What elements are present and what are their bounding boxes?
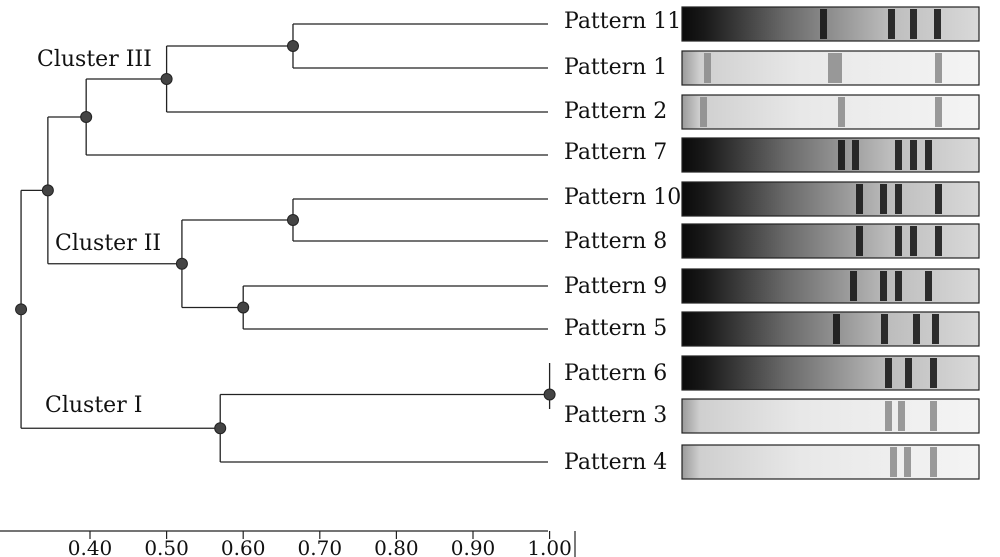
- similarity-axis: 0.40 0.50 0.60 0.70 0.80 0.90 1.00: [0, 530, 576, 557]
- gel-lanes: [681, 6, 980, 480]
- gel-lane: [681, 6, 980, 42]
- pattern-label-3: Pattern 3: [564, 403, 667, 428]
- cluster-label-iii: Cluster III: [37, 47, 152, 72]
- axis-tick-label: 1.00: [527, 536, 572, 557]
- axis-tick-label: 0.60: [221, 536, 266, 557]
- merge-node: [237, 301, 250, 314]
- merge-node: [160, 73, 173, 85]
- axis-tick-label: 0.50: [144, 536, 189, 557]
- axis-tick-label: 0.90: [451, 536, 496, 557]
- axis-tick-label: 0.80: [374, 536, 419, 557]
- merge-node: [543, 388, 556, 401]
- gel-lane: [681, 268, 980, 304]
- merge-node: [80, 111, 93, 123]
- merge-node: [286, 40, 299, 52]
- pattern-label-5: Pattern 5: [564, 316, 667, 341]
- axis-tick-label: 0.70: [298, 536, 343, 557]
- merge-node: [214, 422, 227, 435]
- merge-node: [15, 303, 28, 316]
- gel-lane: [681, 223, 980, 259]
- pattern-label-10: Pattern 10: [564, 185, 681, 210]
- pattern-label-1: Pattern 1: [564, 55, 667, 80]
- dendrogram-tree: [15, 23, 556, 463]
- pattern-label-6: Pattern 6: [564, 361, 667, 386]
- pattern-label-9: Pattern 9: [564, 274, 667, 299]
- gel-lane: [681, 311, 980, 347]
- gel-lane: [681, 94, 980, 130]
- pattern-label-11: Pattern 11: [564, 9, 681, 34]
- gel-lane: [681, 181, 980, 217]
- merge-node: [175, 257, 188, 270]
- gel-lane: [681, 50, 980, 86]
- axis-tick-label: 0.40: [68, 536, 113, 557]
- cluster-label-i: Cluster I: [45, 393, 142, 418]
- cluster-labels: Cluster III Cluster II Cluster I: [37, 47, 161, 418]
- cluster-label-ii: Cluster II: [55, 231, 161, 256]
- pattern-label-8: Pattern 8: [564, 229, 667, 254]
- merge-node: [286, 214, 299, 226]
- gel-lane: [681, 355, 980, 391]
- pattern-label-7: Pattern 7: [564, 140, 667, 165]
- gel-lane: [681, 398, 980, 434]
- gel-lane: [681, 137, 980, 173]
- merge-node: [41, 184, 54, 197]
- pattern-labels: Pattern 11 Pattern 1 Pattern 2 Pattern 7…: [564, 9, 681, 475]
- pattern-label-2: Pattern 2: [564, 99, 667, 124]
- pattern-label-4: Pattern 4: [564, 450, 667, 475]
- gel-lane: [681, 444, 980, 480]
